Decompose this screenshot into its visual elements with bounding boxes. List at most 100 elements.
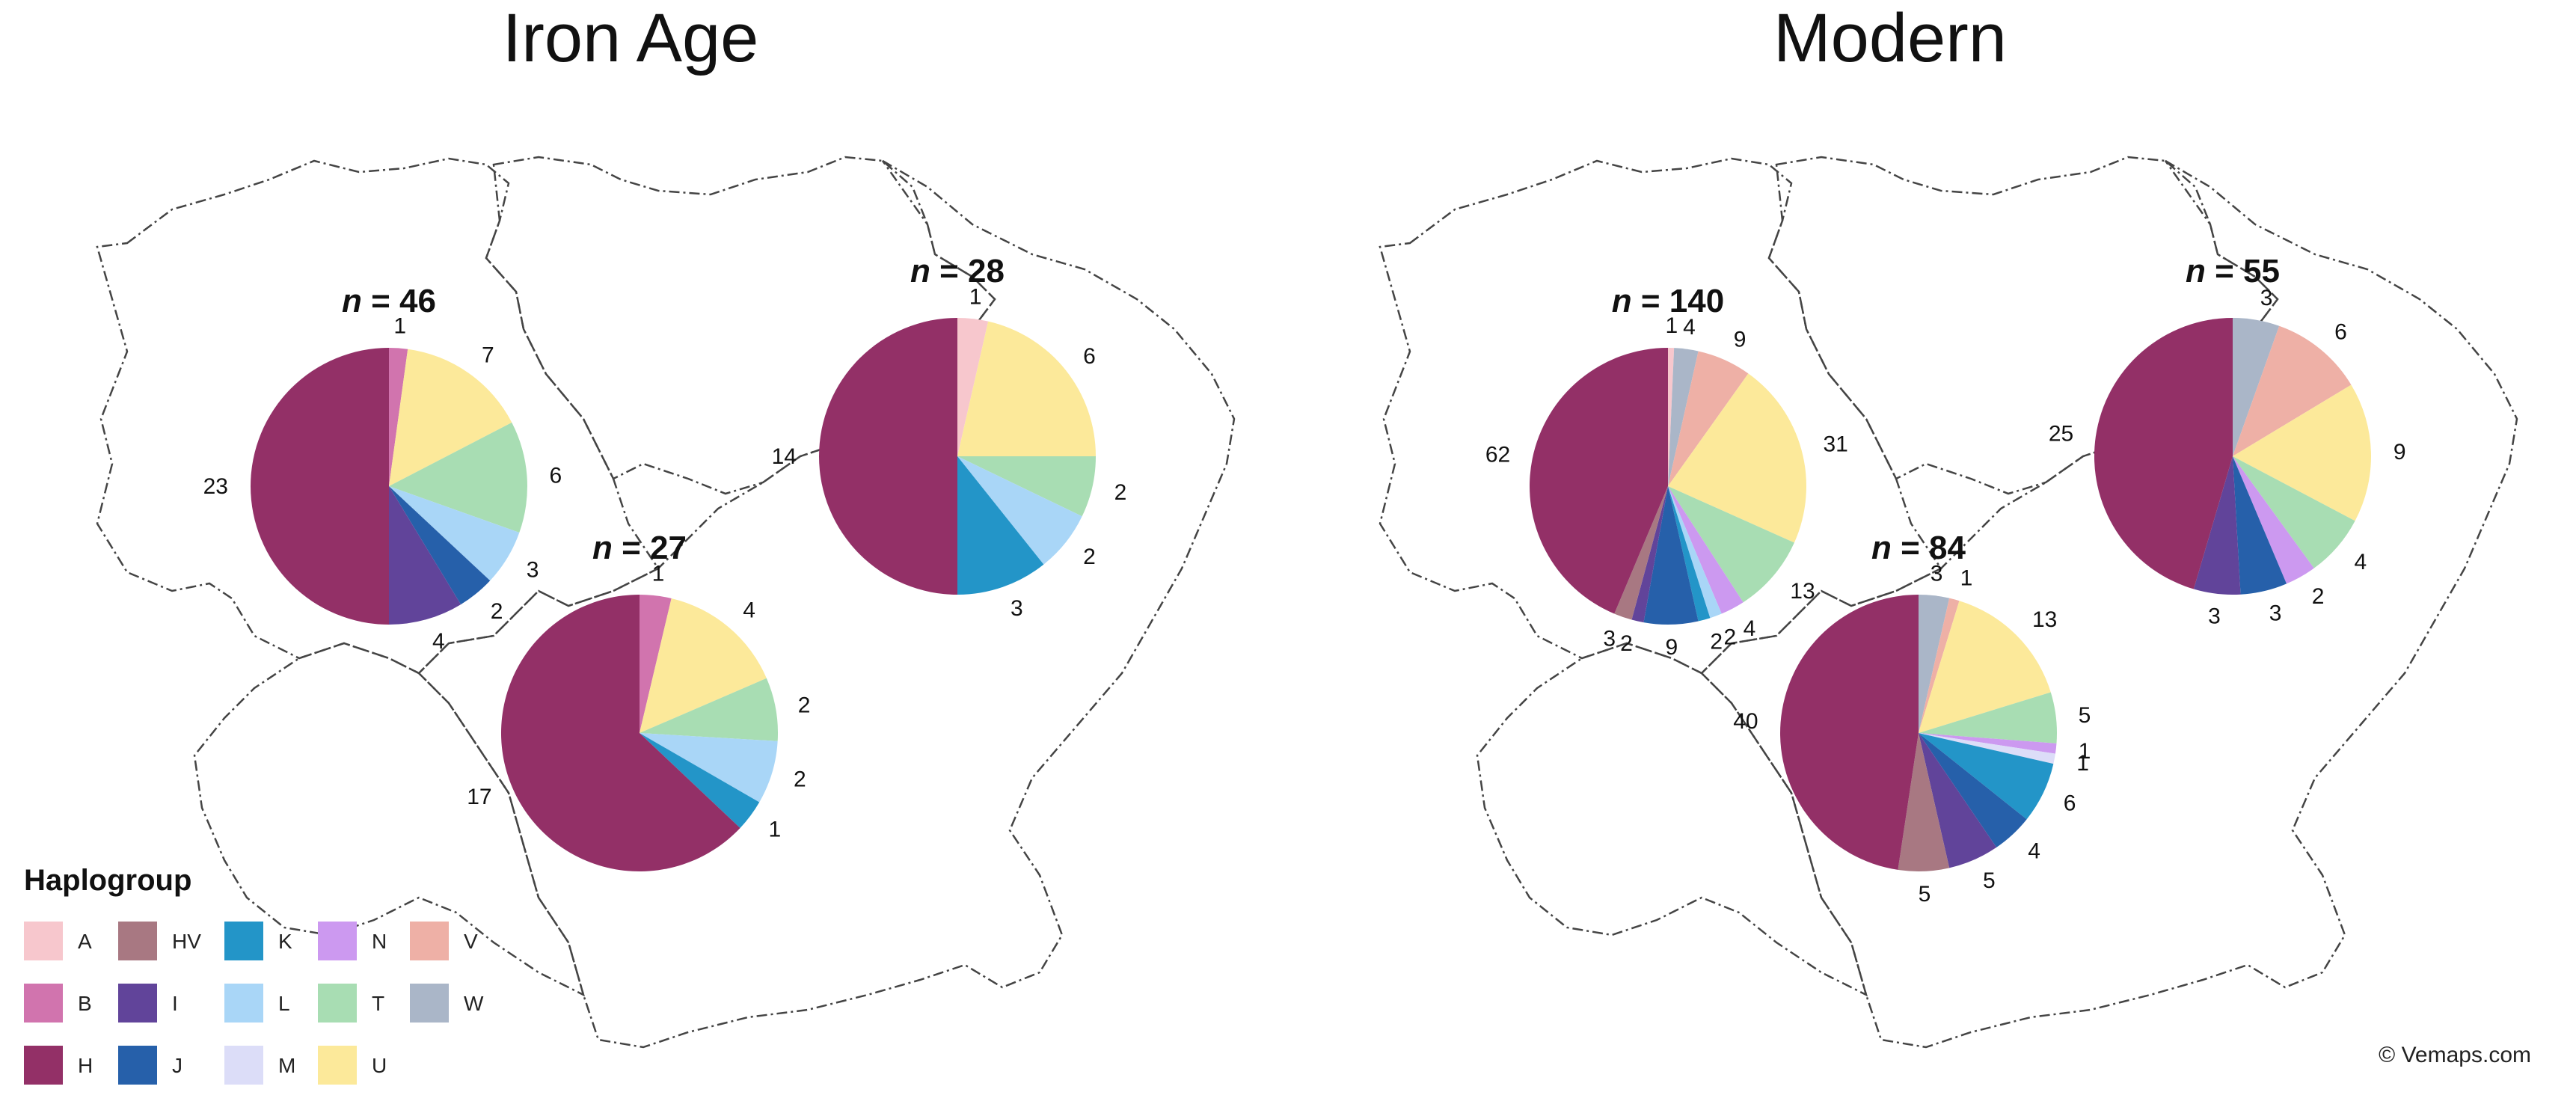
region-south-left [193,642,585,997]
slice-value-label: 2 [2312,584,2325,609]
legend-label-K: K [278,930,292,953]
legend-label-L: L [278,992,290,1015]
pie-slice-A [957,318,989,456]
legend-swatch-L [224,984,263,1023]
slice-value-label: 2 [794,767,806,792]
pie-slice-J [2233,456,2287,595]
pie-slice-T [1668,486,1794,603]
pie-slice-J [1919,733,2027,847]
pie-slice-H [819,318,957,595]
slice-value-label: 13 [1790,579,1815,604]
pie-slice-J [389,486,491,605]
slice-value-label: 62 [1485,443,1510,467]
pie-slice-N [1919,733,2057,754]
pie-1-1: 3 6 9 4 2 3 3 25 n = 55 [2049,253,2406,629]
pie-slice-K [957,456,1044,595]
pie-slice-U [1919,601,2051,733]
slice-value-label: 3 [1603,626,1616,651]
legend-swatch-J [118,1046,157,1085]
slice-value-label: 4 [2028,839,2040,864]
slice-value-label: 2 [798,693,811,718]
slice-value-label: 1 [393,314,406,339]
pie-n-label: n = 27 [592,530,687,566]
pie-n-label: n = 55 [2186,253,2280,289]
legend-swatch-N [318,922,357,960]
legend-label-T: T [372,992,384,1015]
slice-value-label: 7 [482,343,494,367]
legend-swatch-H [24,1046,63,1085]
region-east-right [1700,159,2518,1049]
slice-value-label: 13 [2032,607,2057,632]
slice-value-label: 2 [1114,480,1127,505]
pie-slice-W [1668,348,1699,486]
legend-swatch-A [24,922,63,960]
slice-value-label: 4 [432,629,445,654]
pie-slice-W [2233,318,2280,456]
slice-value-label: 2 [1083,545,1096,569]
slice-value-label: 6 [550,463,562,488]
pie-slice-L [957,456,1082,565]
legend-label-HV: HV [172,930,201,953]
pie-slice-T [640,678,779,741]
pie-slice-H [251,348,389,625]
pie-n-label: n = 84 [1871,530,1966,566]
pie-slice-H [500,595,740,871]
slice-value-label: 5 [2079,703,2091,728]
legend-title: Haplogroup [24,864,191,897]
legend-swatch-M [224,1046,263,1085]
pie-slice-N [1668,486,1744,614]
pie-slice-N [2233,456,2314,584]
slice-value-label: 1 [1665,313,1678,338]
slice-value-label: 1 [2076,751,2089,776]
pie-slice-K [1919,733,2054,820]
slice-value-label: 4 [2355,550,2367,574]
pie-slice-V [1919,598,1960,733]
pie-slice-L [1668,486,1722,619]
pie-slice-I [389,486,461,625]
slice-value-label: 4 [1744,616,1756,641]
pie-0-0: 1 7 6 32 4 23 n = 46 [203,283,562,654]
legend-swatch-W [410,984,449,1023]
pie-slice-H [1530,348,1668,614]
pie-slice-H [1780,595,1919,870]
legend-label-V: V [464,930,478,953]
pie-slice-K [1668,486,1711,622]
legend-swatch-HV [118,922,157,960]
slice-value-label: 1 [769,817,782,841]
pie-slice-T [957,456,1097,517]
legend-label-A: A [78,930,92,953]
pie-slice-U [957,321,1096,456]
legend-label-H: H [78,1054,93,1077]
legend-label-W: W [464,992,484,1015]
slice-value-label: 2 [1724,625,1737,650]
pie-n-label: n = 140 [1612,283,1724,319]
pie-slice-U [389,349,512,486]
pie-0-1: 1 6 2 2 3 14 n = 28 [772,253,1127,621]
slice-value-label: 6 [2064,791,2076,815]
slice-value-label: 40 [1733,709,1758,734]
region-west-right [1379,157,1942,675]
legend-label-I: I [172,992,178,1015]
pie-slice-H [2094,318,2233,589]
slice-value-label: 5 [1919,882,1931,907]
slice-value-label: 3 [2260,286,2273,310]
legend-label-M: M [278,1054,295,1077]
slice-value-label: 1 [1960,565,1973,590]
pie-slice-T [389,422,528,533]
pie-slice-W [1919,595,1950,733]
pie-slice-U [2233,384,2371,521]
pie-slice-M [1919,733,2055,764]
pie-slice-U [1668,373,1806,543]
pie-0-2: 1 4 2 2 1 17 n = 27 [467,530,810,871]
legend-swatch-I [118,984,157,1023]
pie-slice-HV [1898,733,1950,871]
pie-slice-J [1643,486,1699,625]
slice-value-label: 1 [2079,739,2091,764]
pie-slice-K [640,733,760,828]
slice-value-label: 9 [2393,440,2406,465]
slice-value-label: 5 [1983,868,1996,893]
